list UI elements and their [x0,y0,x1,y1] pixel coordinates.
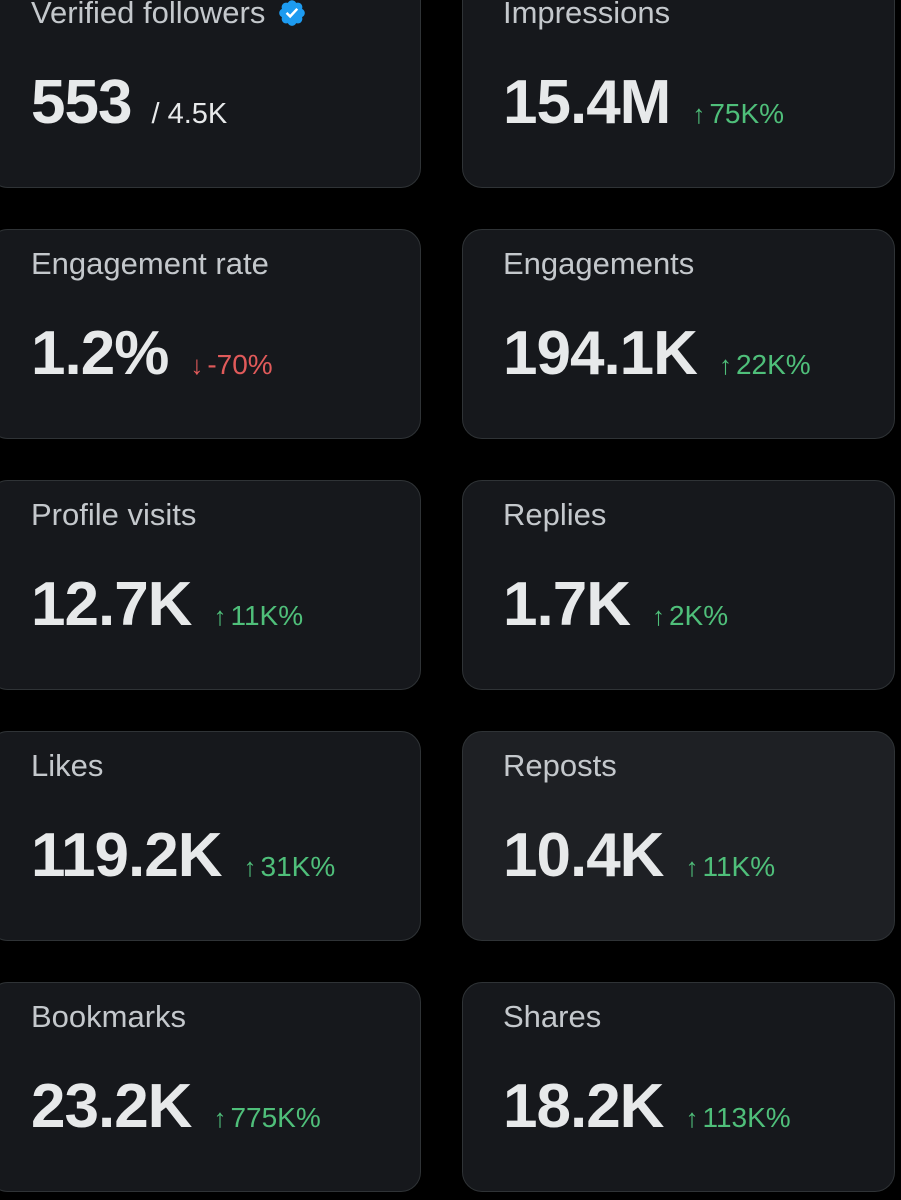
stat-label: Bookmarks [31,999,187,1034]
stat-value-row: 12.7K ↑ 11K% [31,569,303,640]
stat-card-replies[interactable]: Replies 1.7K ↑ 2K% [462,480,895,690]
stat-label: Impressions [503,0,671,30]
stat-label: Profile visits [31,497,197,532]
stat-delta-value: 2K% [668,600,729,631]
stat-card-profile-visits[interactable]: Profile visits 12.7K ↑ 11K% [0,480,421,690]
stat-label-text: Verified followers [31,0,266,30]
stat-delta: ↑ 11K% [213,600,303,632]
stat-delta: ↑ 75K% [692,98,784,130]
arrow-up-icon: ↑ [718,350,732,380]
stat-value: 18.2K [503,1072,664,1141]
stat-value: 15.4M [503,68,671,137]
stat-card-verified-followers[interactable]: Verified followers 553 / 4.5K [0,0,421,188]
stat-delta: ↓ -70% [190,349,272,381]
stat-value-row: 553 / 4.5K [31,67,227,138]
arrow-up-icon: ↑ [651,601,665,631]
stat-value-row: 10.4K ↑ 11K% [503,820,775,891]
stat-delta: ↑ 775K% [213,1102,320,1134]
stat-delta-value: 11K% [702,851,776,882]
stat-label: Engagements [503,246,695,281]
stat-card-likes[interactable]: Likes 119.2K ↑ 31K% [0,731,421,941]
stat-delta: ↑ 31K% [244,851,336,883]
stat-label: Verified followers [31,0,307,31]
stat-value: 23.2K [31,1072,192,1141]
stat-delta: ↑ 22K% [719,349,811,381]
stat-value: 119.2K [31,821,223,890]
stat-delta-value: -70% [207,349,273,380]
stat-delta-value: 22K% [735,349,811,380]
arrow-up-icon: ↑ [243,852,257,882]
stat-value-row: 15.4M ↑ 75K% [503,67,784,138]
stat-value: 553 [31,68,132,137]
arrow-up-icon: ↑ [213,1103,227,1133]
stat-value: 1.2% [31,319,169,388]
stat-value-row: 194.1K ↑ 22K% [503,318,811,389]
stat-value-row: 18.2K ↑ 113K% [503,1071,791,1142]
stat-delta: ↑ 2K% [652,600,728,632]
stat-delta-value: 113K% [702,1102,791,1133]
stat-card-engagements[interactable]: Engagements 194.1K ↑ 22K% [462,229,895,439]
stat-card-reposts[interactable]: Reposts 10.4K ↑ 11K% [462,731,895,941]
arrow-up-icon: ↑ [692,99,706,129]
stat-card-bookmarks[interactable]: Bookmarks 23.2K ↑ 775K% [0,982,421,1192]
arrow-up-icon: ↑ [685,1103,699,1133]
stat-label: Likes [31,748,104,783]
stat-value: 10.4K [503,821,664,890]
stat-card-impressions[interactable]: Impressions 15.4M ↑ 75K% [462,0,895,188]
stat-delta: ↑ 11K% [685,851,775,883]
stat-value-row: 1.7K ↑ 2K% [503,569,728,640]
stat-card-shares[interactable]: Shares 18.2K ↑ 113K% [462,982,895,1192]
arrow-up-icon: ↑ [213,601,227,631]
stat-delta-value: 11K% [230,600,304,631]
stat-value-row: 119.2K ↑ 31K% [31,820,335,891]
stat-value-row: 1.2% ↓ -70% [31,318,273,389]
stat-card-engagement-rate[interactable]: Engagement rate 1.2% ↓ -70% [0,229,421,439]
arrow-down-icon: ↓ [190,350,204,380]
stat-value: 12.7K [31,570,192,639]
verified-badge-icon [277,0,307,28]
stat-delta-value: 75K% [709,98,785,129]
stat-value-row: 23.2K ↑ 775K% [31,1071,321,1142]
stat-label: Shares [503,999,602,1034]
stat-label: Reposts [503,748,617,783]
stat-label: Engagement rate [31,246,269,281]
stat-label: Replies [503,497,607,532]
stat-delta-value: 31K% [260,851,336,882]
arrow-up-icon: ↑ [685,852,699,882]
stat-delta-value: 775K% [230,1102,321,1133]
stat-value: 194.1K [503,319,698,388]
stat-total: / 4.5K [151,98,228,130]
stat-value: 1.7K [503,570,631,639]
stat-delta: ↑ 113K% [685,1102,790,1134]
